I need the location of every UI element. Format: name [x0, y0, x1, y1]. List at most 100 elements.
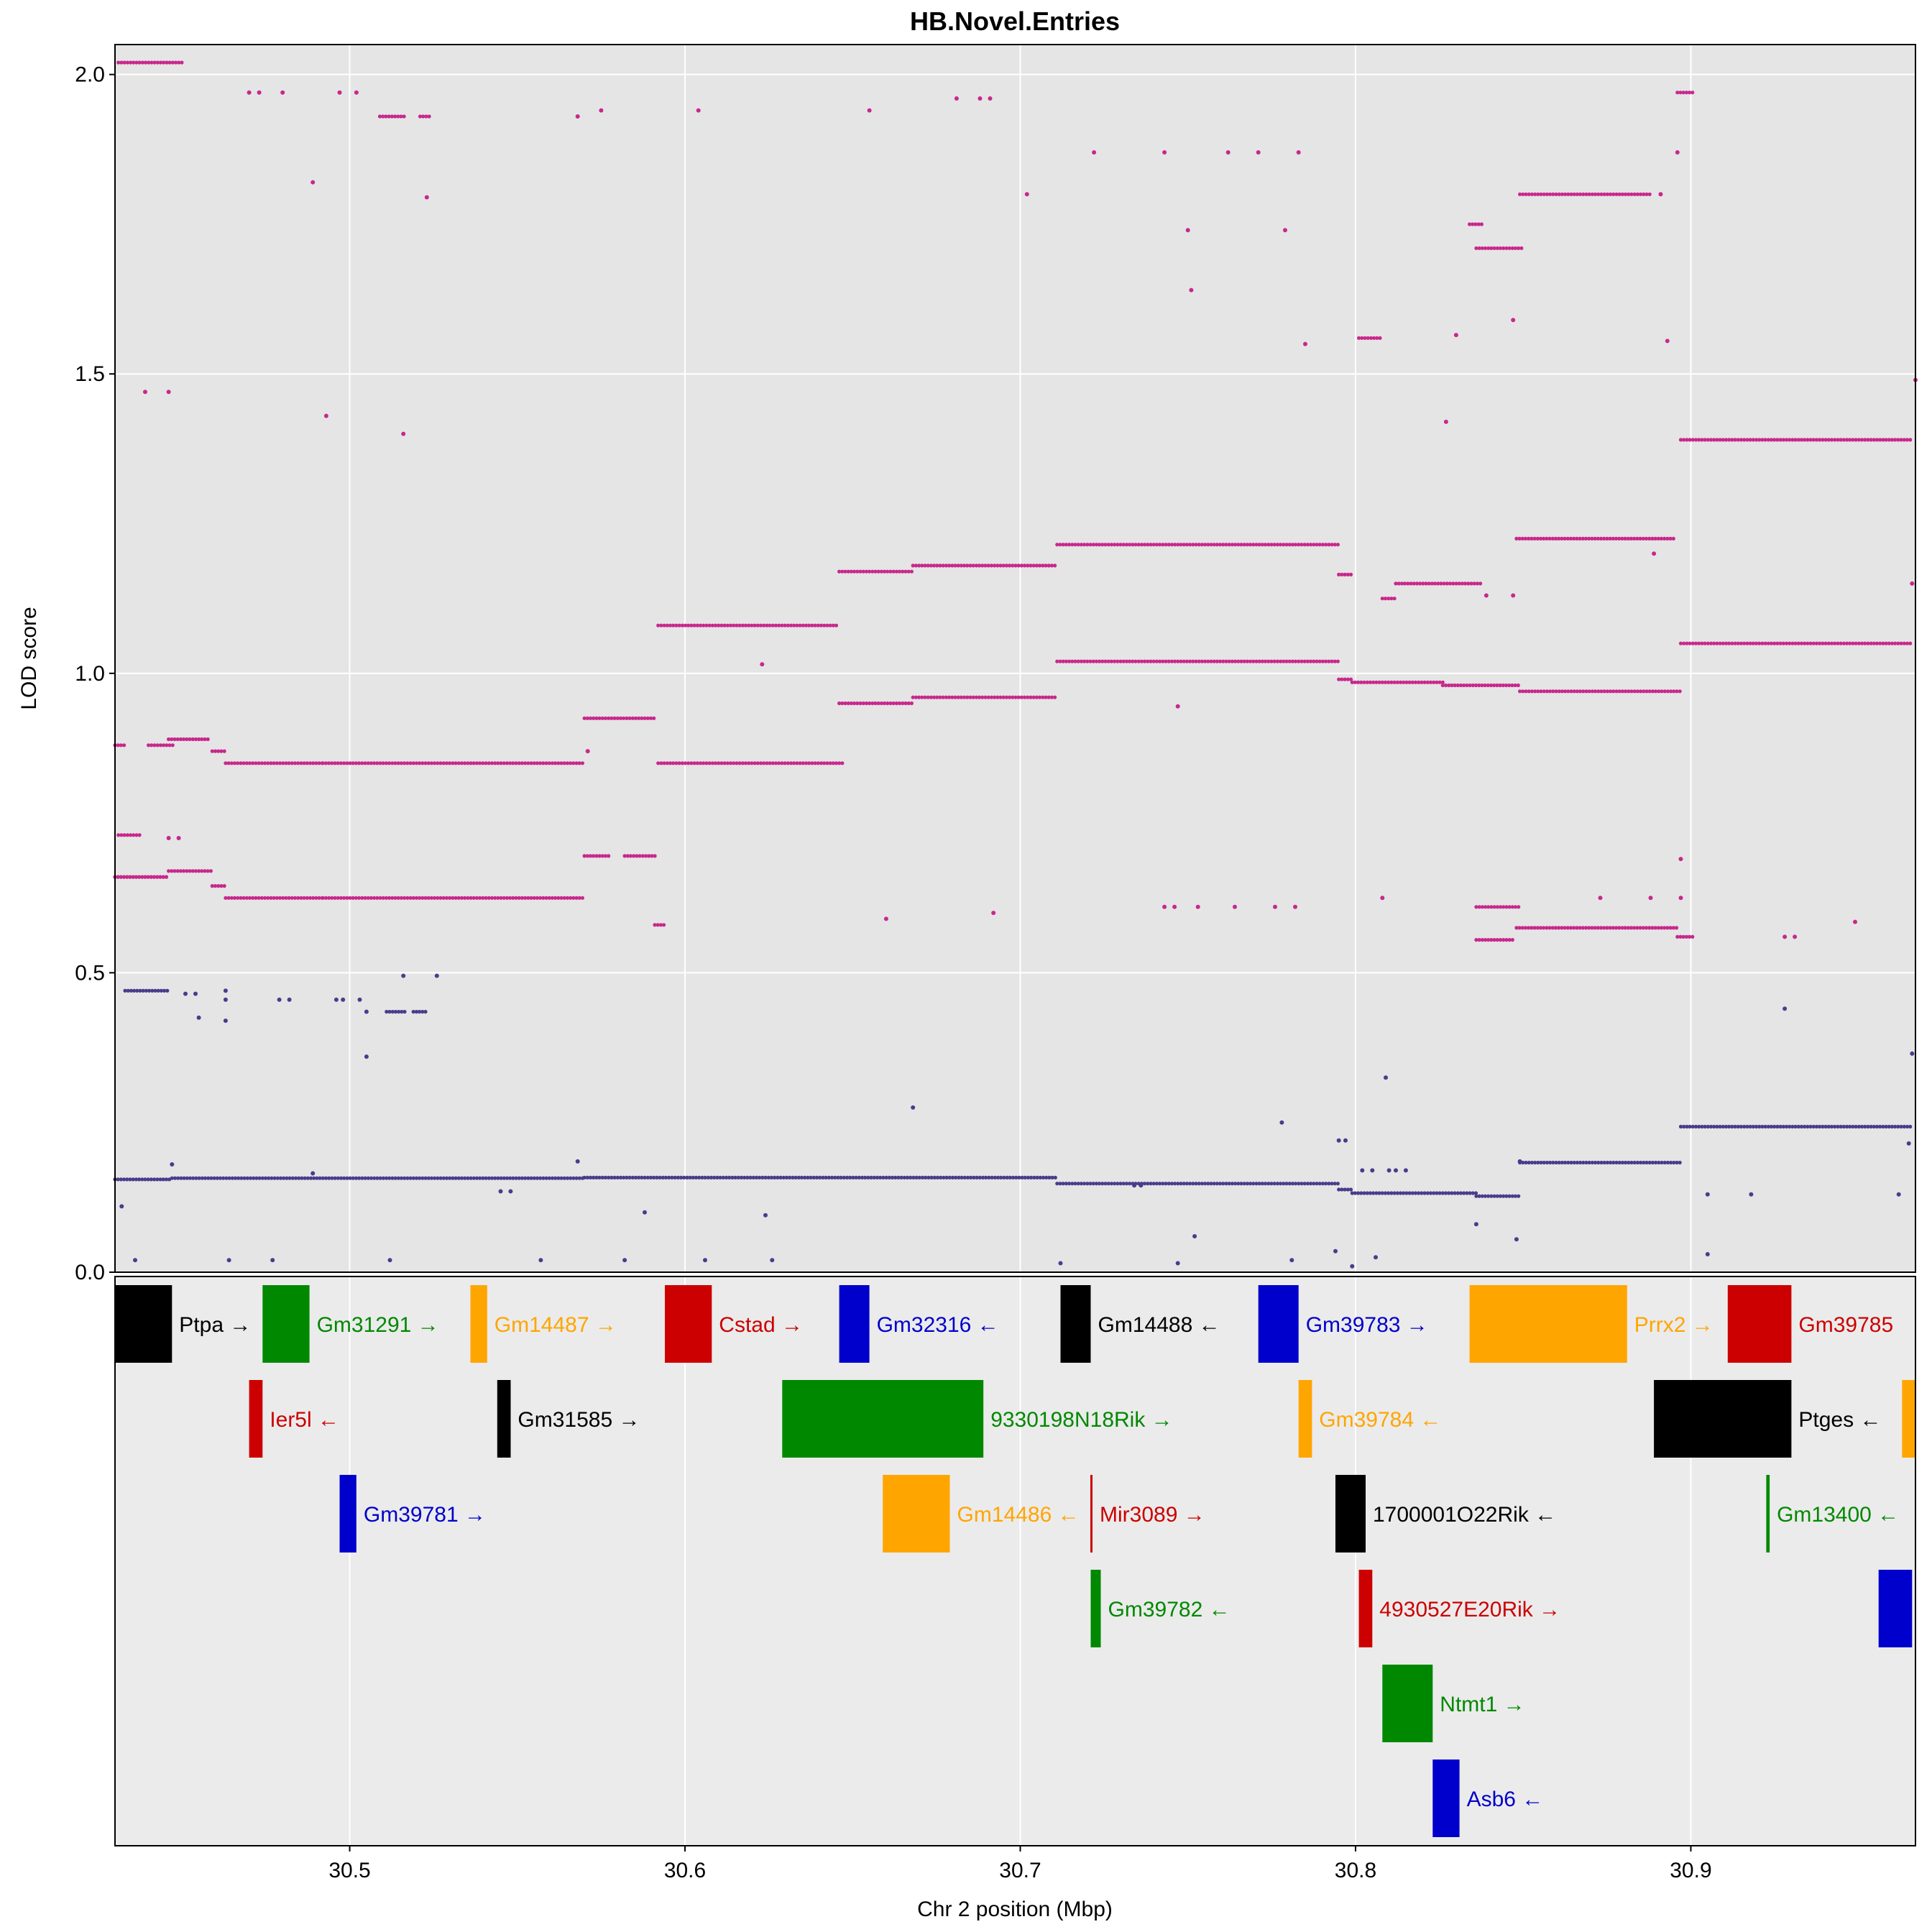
data-point — [698, 623, 703, 627]
data-point — [1896, 438, 1900, 442]
data-point — [1474, 905, 1478, 909]
data-point — [1360, 1168, 1365, 1173]
data-point — [178, 869, 183, 873]
data-point — [896, 1175, 901, 1179]
data-point — [1501, 938, 1506, 942]
data-point — [1458, 1191, 1463, 1195]
data-point — [938, 695, 942, 699]
data-point — [1510, 1194, 1514, 1198]
data-point — [556, 896, 561, 900]
data-point — [232, 761, 237, 765]
data-point — [1644, 536, 1649, 541]
data-point — [1167, 543, 1171, 547]
data-point — [1605, 689, 1609, 694]
data-point — [1760, 641, 1765, 645]
data-point — [1796, 438, 1800, 442]
data-point — [1465, 683, 1469, 688]
data-point — [330, 761, 334, 765]
data-point — [451, 1176, 455, 1180]
data-point — [1136, 543, 1141, 547]
data-point — [1684, 91, 1688, 95]
data-point — [1790, 641, 1795, 645]
data-point — [622, 854, 627, 858]
data-point — [333, 761, 337, 765]
data-point — [1242, 1182, 1246, 1186]
data-point — [236, 761, 240, 765]
x-tick-label: 30.9 — [1670, 1859, 1711, 1882]
data-point — [1395, 680, 1399, 684]
data-point — [128, 1177, 132, 1182]
data-point — [308, 761, 313, 765]
data-point — [119, 875, 123, 879]
data-point — [840, 761, 845, 765]
data-point — [1690, 1124, 1695, 1129]
data-point — [1368, 1191, 1373, 1195]
data-point — [272, 896, 276, 900]
data-point — [1507, 938, 1512, 942]
data-point — [1545, 192, 1549, 196]
data-point — [1836, 1124, 1840, 1129]
data-point — [974, 564, 978, 568]
data-point — [147, 743, 151, 748]
gene-bar — [1878, 1570, 1913, 1647]
data-point — [1884, 1124, 1888, 1129]
data-point — [1049, 564, 1054, 568]
data-point — [444, 761, 449, 765]
data-point — [1333, 1182, 1337, 1186]
data-point — [810, 623, 814, 627]
data-point — [1365, 680, 1369, 684]
data-point — [1001, 564, 1006, 568]
data-point — [1175, 704, 1180, 709]
data-point — [1684, 934, 1688, 939]
data-point — [1118, 1182, 1123, 1186]
data-point — [713, 623, 718, 627]
data-point — [1269, 1182, 1274, 1186]
data-point — [1164, 1182, 1168, 1186]
data-point — [1730, 641, 1734, 645]
data-point — [1766, 1124, 1770, 1129]
data-point — [170, 743, 175, 748]
data-point — [1545, 926, 1549, 930]
data-point — [288, 1176, 292, 1180]
data-point — [1254, 1182, 1259, 1186]
data-point — [1874, 641, 1880, 645]
data-point — [594, 854, 599, 858]
data-point — [1478, 581, 1483, 586]
data-point — [1806, 641, 1810, 645]
data-point — [1611, 1160, 1616, 1165]
data-point — [275, 896, 279, 900]
data-point — [993, 564, 997, 568]
data-point — [1763, 1124, 1767, 1129]
data-point — [1656, 926, 1660, 930]
data-point — [175, 869, 180, 873]
data-point — [607, 854, 611, 858]
data-point — [1605, 192, 1609, 196]
data-point — [219, 884, 224, 888]
data-point — [1136, 659, 1141, 663]
data-point — [474, 1176, 479, 1180]
data-point — [1596, 536, 1600, 541]
data-point — [1557, 926, 1561, 930]
data-point — [1650, 689, 1655, 694]
data-point — [792, 623, 796, 627]
data-point — [1700, 1124, 1704, 1129]
data-point — [414, 761, 419, 765]
data-point — [735, 761, 739, 765]
data-point — [1568, 926, 1573, 930]
data-point — [131, 875, 135, 879]
data-point — [801, 623, 805, 627]
data-point — [1353, 1191, 1358, 1195]
data-point — [166, 836, 171, 840]
data-point — [167, 737, 171, 742]
data-point — [1799, 1124, 1804, 1129]
data-point — [1760, 1124, 1765, 1129]
data-point — [1230, 1182, 1234, 1186]
data-point — [562, 761, 566, 765]
data-point — [1678, 689, 1682, 694]
data-point — [259, 896, 264, 900]
data-point — [348, 1176, 352, 1180]
data-point — [489, 1176, 494, 1180]
data-point — [891, 701, 896, 706]
data-point — [1513, 905, 1518, 909]
data-point — [1284, 1182, 1289, 1186]
